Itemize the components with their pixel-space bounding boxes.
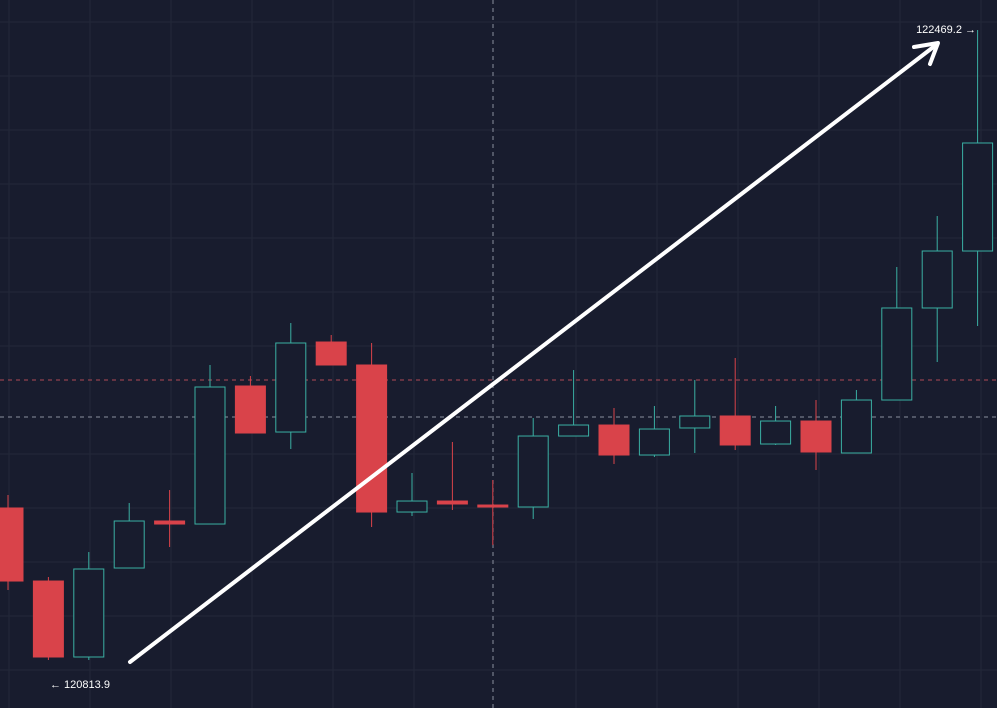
candle-body [73, 568, 105, 658]
candle-body [194, 386, 226, 525]
candle-body [679, 415, 711, 429]
candle-body [800, 420, 832, 453]
candle-body [315, 341, 347, 366]
low-label: ← 120813.9 [50, 679, 110, 691]
candle-body [0, 507, 24, 582]
candle-body [517, 435, 549, 508]
candle-body [154, 520, 186, 525]
candle-body [113, 520, 145, 569]
candle-body [881, 307, 913, 401]
candle-body [921, 250, 953, 309]
candle-body [275, 342, 307, 433]
candle-body [638, 428, 670, 456]
candle-body [477, 504, 509, 508]
candle-body [234, 385, 266, 434]
candle-body [840, 399, 872, 454]
candle-body [558, 424, 590, 437]
candle-body [760, 420, 792, 445]
trend-arrow [128, 41, 940, 664]
candle-body [598, 424, 630, 456]
candle-body [436, 500, 468, 505]
candles [0, 29, 994, 661]
candle-body [356, 364, 388, 513]
high-label: 122469.2 → [916, 24, 976, 36]
candle-body [719, 415, 751, 446]
candle-body [32, 580, 64, 658]
candle-body [962, 142, 994, 252]
candle-body [396, 500, 428, 513]
